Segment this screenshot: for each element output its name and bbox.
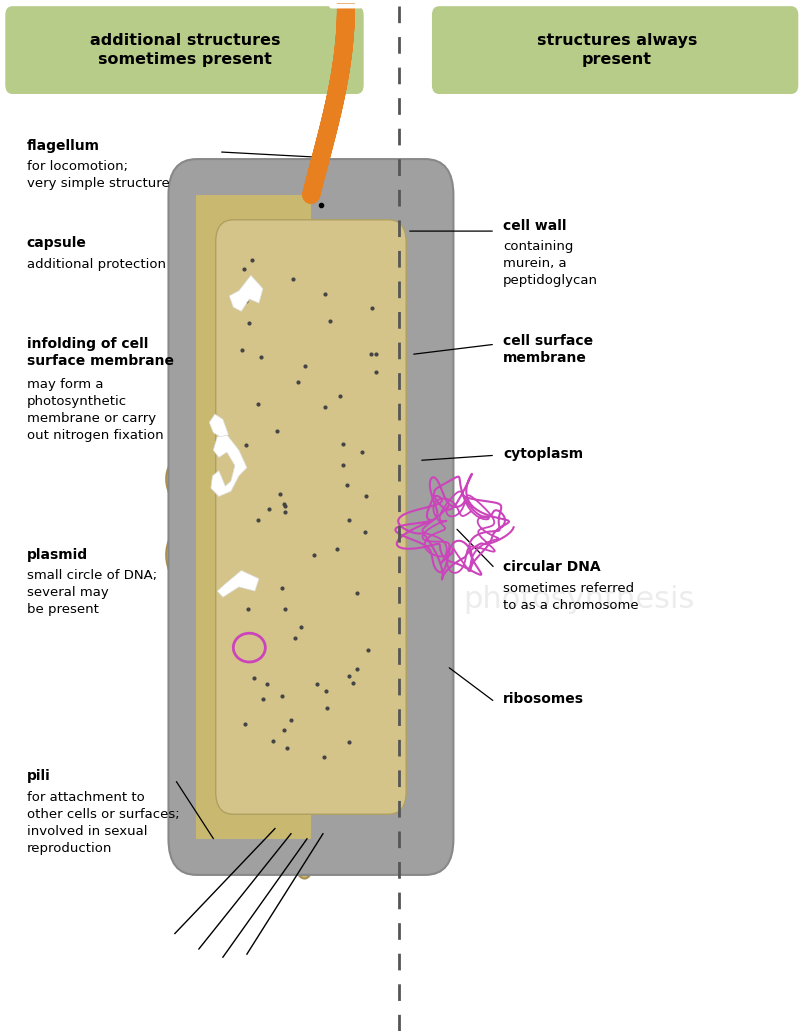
Text: capsule: capsule	[27, 236, 87, 250]
Text: infolding of cell
surface membrane: infolding of cell surface membrane	[27, 337, 174, 368]
Text: cell surface
membrane: cell surface membrane	[503, 334, 593, 365]
Polygon shape	[166, 155, 399, 879]
Text: sometimes referred
to as a chromosome: sometimes referred to as a chromosome	[503, 582, 638, 612]
Text: circular DNA: circular DNA	[503, 560, 600, 574]
Text: additional structures
sometimes present: additional structures sometimes present	[90, 33, 280, 67]
Text: for attachment to
other cells or surfaces;
involved in sexual
reproduction: for attachment to other cells or surface…	[27, 791, 180, 854]
Polygon shape	[210, 415, 229, 436]
Text: containing
murein, a
peptidoglycan: containing murein, a peptidoglycan	[503, 240, 598, 287]
Text: for locomotion;
very simple structure: for locomotion; very simple structure	[27, 160, 169, 190]
Text: plasmid: plasmid	[27, 548, 88, 561]
Text: cell wall: cell wall	[503, 219, 567, 233]
Polygon shape	[218, 571, 259, 598]
Text: photosynthesis: photosynthesis	[463, 585, 695, 614]
Text: additional protection: additional protection	[27, 257, 166, 271]
FancyBboxPatch shape	[6, 7, 363, 93]
FancyBboxPatch shape	[168, 159, 454, 875]
FancyBboxPatch shape	[433, 7, 798, 93]
Text: pili: pili	[27, 769, 51, 783]
Text: ribosomes: ribosomes	[503, 692, 584, 706]
Polygon shape	[211, 434, 247, 496]
Text: may form a
photosynthetic
membrane or carry
out nitrogen fixation: may form a photosynthetic membrane or ca…	[27, 378, 164, 443]
FancyBboxPatch shape	[216, 220, 406, 814]
Text: small circle of DNA;
several may
be present: small circle of DNA; several may be pres…	[27, 570, 157, 616]
Text: structures always
present: structures always present	[537, 33, 697, 67]
FancyBboxPatch shape	[197, 195, 311, 839]
Text: flagellum: flagellum	[27, 139, 100, 153]
FancyBboxPatch shape	[233, 242, 315, 792]
Polygon shape	[229, 275, 263, 311]
Text: cytoplasm: cytoplasm	[503, 447, 584, 461]
